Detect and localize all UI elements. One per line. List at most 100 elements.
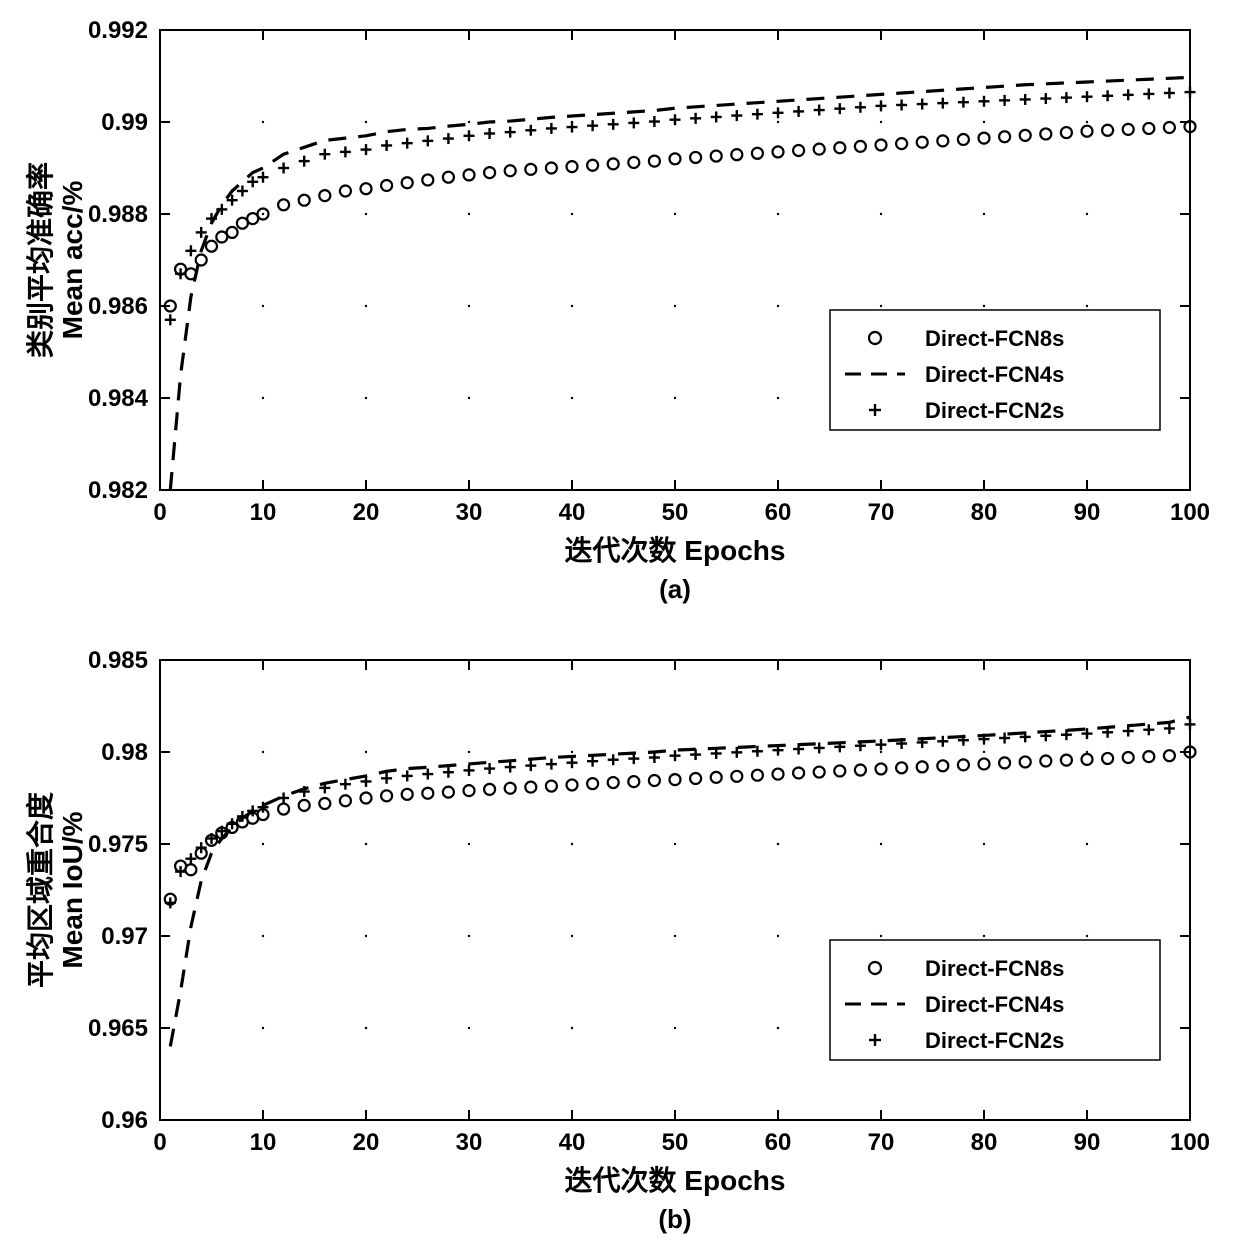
grid-dot bbox=[468, 305, 470, 307]
grid-dot bbox=[262, 305, 264, 307]
grid-dot bbox=[1086, 213, 1088, 215]
grid-dot bbox=[777, 305, 779, 307]
ytick-label: 0.986 bbox=[88, 293, 148, 320]
legend-label: Direct-FCN2s bbox=[925, 398, 1064, 423]
grid-dot bbox=[880, 751, 882, 753]
figure-svg: 01020304050607080901000.9820.9840.9860.9… bbox=[0, 0, 1240, 1244]
xtick-label: 40 bbox=[559, 499, 586, 526]
grid-dot bbox=[468, 397, 470, 399]
xtick-label: 50 bbox=[662, 499, 689, 526]
ylabel1-b: 平均区域重合度 bbox=[24, 792, 56, 988]
legend-label: Direct-FCN8s bbox=[925, 956, 1064, 981]
grid-dot bbox=[468, 935, 470, 937]
grid-dot bbox=[262, 843, 264, 845]
grid-dot bbox=[1086, 305, 1088, 307]
grid-dot bbox=[880, 213, 882, 215]
grid-dot bbox=[674, 935, 676, 937]
grid-dot bbox=[1086, 121, 1088, 123]
legend-a: Direct-FCN8s Direct-FCN4s Direct-FCN2s bbox=[830, 310, 1160, 430]
xtick-label: 80 bbox=[971, 1129, 998, 1156]
xtick-label: 80 bbox=[971, 499, 998, 526]
xtick-label: 40 bbox=[559, 1129, 586, 1156]
ytick-label: 0.988 bbox=[88, 201, 148, 228]
xtick-label: 10 bbox=[250, 1129, 277, 1156]
series-Direct-FCN2s bbox=[165, 719, 1196, 908]
grid-dot bbox=[777, 935, 779, 937]
xtick-label: 30 bbox=[456, 499, 483, 526]
grid-dot bbox=[777, 213, 779, 215]
grid-dot bbox=[571, 1027, 573, 1029]
grid-dot bbox=[674, 305, 676, 307]
grid-dot bbox=[983, 213, 985, 215]
grid-dot bbox=[880, 121, 882, 123]
subplot-label-a: (a) bbox=[659, 574, 691, 604]
ytick-label: 0.96 bbox=[101, 1107, 148, 1134]
xtick-label: 70 bbox=[868, 1129, 895, 1156]
xtick-label: 60 bbox=[765, 499, 792, 526]
xlabel-a: 迭代次数 Epochs bbox=[565, 535, 786, 566]
xtick-label: 10 bbox=[250, 499, 277, 526]
grid-dot bbox=[365, 751, 367, 753]
legend-label: Direct-FCN8s bbox=[925, 326, 1064, 351]
grid-dot bbox=[880, 843, 882, 845]
grid-dot bbox=[262, 397, 264, 399]
grid-dot bbox=[880, 305, 882, 307]
grid-dot bbox=[468, 843, 470, 845]
ytick-label: 0.985 bbox=[88, 647, 148, 674]
grid-dot bbox=[777, 397, 779, 399]
xtick-label: 100 bbox=[1170, 1129, 1210, 1156]
series-Direct-FCN8s bbox=[165, 121, 1196, 311]
grid-dot bbox=[468, 751, 470, 753]
grid-dot bbox=[262, 213, 264, 215]
xtick-label: 20 bbox=[353, 1129, 380, 1156]
ylabel1-a: 类别平均准确率 bbox=[24, 162, 56, 358]
grid-dot bbox=[262, 121, 264, 123]
grid-dot bbox=[983, 305, 985, 307]
xlabel-b: 迭代次数 Epochs bbox=[565, 1165, 786, 1196]
grid-dot bbox=[262, 1027, 264, 1029]
grid-dot bbox=[674, 397, 676, 399]
xtick-label: 60 bbox=[765, 1129, 792, 1156]
ytick-label: 0.975 bbox=[88, 831, 148, 858]
grid-dot bbox=[777, 1027, 779, 1029]
xtick-label: 50 bbox=[662, 1129, 689, 1156]
ytick-label: 0.97 bbox=[101, 923, 148, 950]
grid-dot bbox=[365, 213, 367, 215]
grid-dot bbox=[674, 1027, 676, 1029]
ytick-label: 0.965 bbox=[88, 1015, 148, 1042]
xtick-label: 30 bbox=[456, 1129, 483, 1156]
grid-dot bbox=[983, 935, 985, 937]
legend-label: Direct-FCN4s bbox=[925, 362, 1064, 387]
series-Direct-FCN8s bbox=[165, 747, 1196, 905]
grid-dot bbox=[365, 1027, 367, 1029]
grid-dot bbox=[262, 751, 264, 753]
grid-dot bbox=[1086, 935, 1088, 937]
ylabel2-a: Mean acc/% bbox=[57, 181, 88, 340]
xtick-label: 0 bbox=[153, 499, 166, 526]
grid-dot bbox=[365, 935, 367, 937]
ytick-label: 0.984 bbox=[88, 385, 149, 412]
grid-dot bbox=[777, 121, 779, 123]
xtick-label: 20 bbox=[353, 499, 380, 526]
grid-dot bbox=[571, 751, 573, 753]
xtick-label: 100 bbox=[1170, 499, 1210, 526]
grid-dot bbox=[571, 935, 573, 937]
grid-dot bbox=[468, 213, 470, 215]
ytick-label: 0.982 bbox=[88, 477, 148, 504]
grid-dot bbox=[571, 843, 573, 845]
legend-label: Direct-FCN2s bbox=[925, 1028, 1064, 1053]
grid-dot bbox=[365, 305, 367, 307]
grid-dot bbox=[674, 843, 676, 845]
grid-dot bbox=[468, 121, 470, 123]
grid-dot bbox=[571, 305, 573, 307]
grid-dot bbox=[571, 397, 573, 399]
grid-dot bbox=[983, 843, 985, 845]
xtick-label: 90 bbox=[1074, 1129, 1101, 1156]
ylabel2-b: Mean IoU/% bbox=[57, 811, 88, 968]
grid-dot bbox=[468, 1027, 470, 1029]
legend-b: Direct-FCN8sDirect-FCN4sDirect-FCN2s bbox=[830, 940, 1160, 1060]
grid-dot bbox=[262, 935, 264, 937]
ytick-label: 0.99 bbox=[101, 109, 148, 136]
xtick-label: 0 bbox=[153, 1129, 166, 1156]
grid-dot bbox=[983, 751, 985, 753]
